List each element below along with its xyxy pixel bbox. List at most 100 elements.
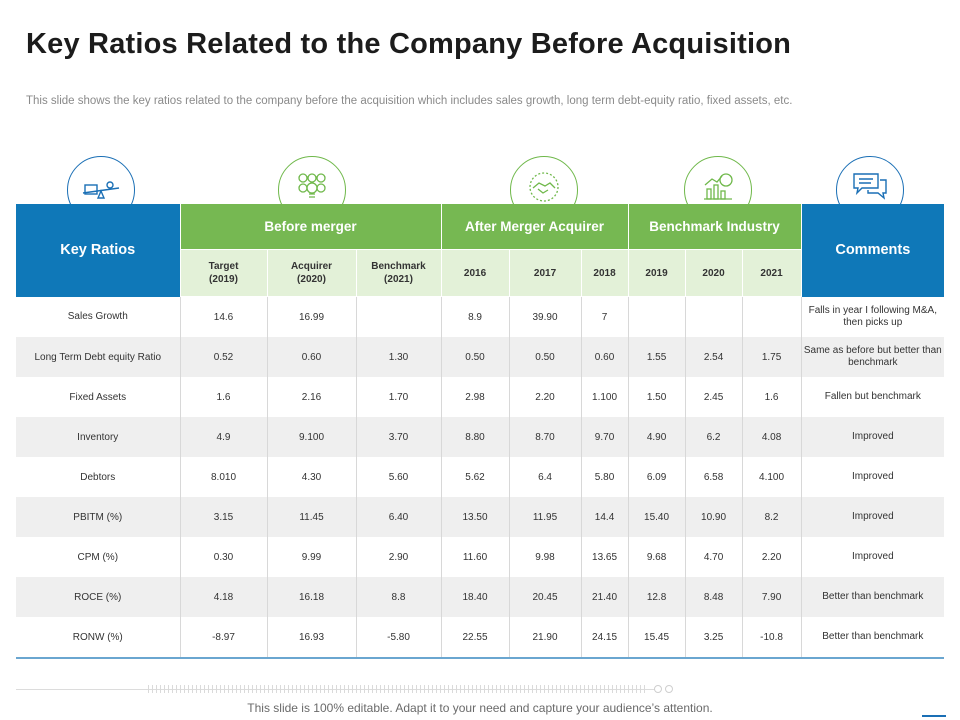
table-row: Debtors 8.010 4.30 5.60 5.62 6.4 5.80 6.09 6.58 4…	[16, 457, 945, 497]
value-cell: 0.50	[441, 337, 510, 377]
key-ratios-header: Key Ratios	[16, 204, 181, 297]
comment-cell: Better than benchmark	[801, 577, 945, 617]
value-cell: 16.99	[267, 296, 357, 337]
ratio-label: Sales Growth	[16, 296, 181, 337]
value-cell: 4.18	[180, 577, 268, 617]
value-cell: 39.90	[509, 296, 582, 337]
value-cell: 7	[581, 296, 629, 337]
page-subtitle: This slide shows the key ratios related …	[26, 95, 793, 107]
value-cell: 0.60	[267, 337, 357, 377]
key-ratios-table: Key Ratios Before merger After Merger Ac…	[16, 204, 945, 659]
value-cell	[628, 296, 686, 337]
value-cell: 8.9	[441, 296, 510, 337]
comment-cell: Fallen but benchmark	[801, 377, 945, 417]
value-cell: 18.40	[441, 577, 510, 617]
value-cell: 15.40	[628, 497, 686, 537]
value-cell: 21.40	[581, 577, 629, 617]
value-cell: 8.2	[742, 497, 802, 537]
subheader-line: 2018	[593, 267, 616, 279]
subheader-line: Target	[208, 261, 239, 272]
value-cell: 5.60	[356, 457, 442, 497]
ratio-label: Long Term Debt equity Ratio	[16, 337, 181, 377]
value-cell: 6.40	[356, 497, 442, 537]
subheader-cell: Benchmark (2021)	[355, 249, 442, 297]
value-cell: 1.50	[628, 377, 686, 417]
value-cell: 9.100	[267, 417, 357, 457]
subheader-cell: Target (2019)	[179, 249, 268, 297]
subheader-cell: 2016	[440, 249, 510, 297]
page-title: Key Ratios Related to the Company Before…	[26, 28, 792, 60]
value-cell: 1.100	[581, 377, 629, 417]
value-cell: 1.6	[742, 377, 802, 417]
ratio-label: Inventory	[16, 417, 181, 457]
table-row: Inventory 4.9 9.100 3.70 8.80 8.70 9.70 4.90 6.2…	[16, 417, 945, 457]
value-cell: -10.8	[742, 617, 802, 659]
comment-cell: Improved	[801, 457, 945, 497]
value-cell: 9.68	[628, 537, 686, 577]
subheader-line: 2021	[760, 267, 783, 279]
subheader-line: 2017	[533, 267, 557, 279]
subheader-line: 2019	[645, 267, 668, 279]
group-header-after-merger: After Merger Acquirer	[440, 204, 629, 250]
value-cell: 9.99	[267, 537, 357, 577]
value-cell: 5.62	[441, 457, 510, 497]
subheader-line: 2020	[702, 267, 725, 279]
ratio-label: ROCE (%)	[16, 577, 181, 617]
value-cell: 14.6	[180, 296, 268, 337]
corner-accent	[922, 715, 946, 717]
value-cell: 4.9	[180, 417, 268, 457]
value-cell: 0.60	[581, 337, 629, 377]
value-cell: 5.80	[581, 457, 629, 497]
value-cell: 2.16	[267, 377, 357, 417]
value-cell: 4.30	[267, 457, 357, 497]
value-cell: 13.50	[441, 497, 510, 537]
group-header-before-merger: Before merger	[179, 204, 442, 250]
value-cell: 9.70	[581, 417, 629, 457]
subheader-cell: 2021	[741, 249, 802, 297]
value-cell: 20.45	[509, 577, 582, 617]
value-cell: 24.15	[581, 617, 629, 659]
value-cell: 6.2	[685, 417, 743, 457]
value-cell: 11.45	[267, 497, 357, 537]
value-cell: 2.90	[356, 537, 442, 577]
value-cell: 2.20	[509, 377, 582, 417]
comment-cell: Same as before but better than benchmark	[801, 337, 945, 377]
value-cell: 16.18	[267, 577, 357, 617]
subheader-cell: 2018	[580, 249, 629, 297]
subheader-cell: Acquirer (2020)	[266, 249, 357, 297]
value-cell	[356, 296, 442, 337]
value-cell: 3.15	[180, 497, 268, 537]
comment-cell: Improved	[801, 537, 945, 577]
footer-ticks	[148, 685, 646, 693]
value-cell: 8.70	[509, 417, 582, 457]
subheader-cell: 2017	[508, 249, 582, 297]
footer-dot	[665, 685, 673, 693]
value-cell	[742, 296, 802, 337]
value-cell: 8.48	[685, 577, 743, 617]
value-cell: 8.80	[441, 417, 510, 457]
value-cell: 0.50	[509, 337, 582, 377]
group-header-benchmark-industry: Benchmark Industry	[627, 204, 802, 250]
value-cell: 1.55	[628, 337, 686, 377]
value-cell: 1.6	[180, 377, 268, 417]
value-cell: 2.20	[742, 537, 802, 577]
subheader-line: (2019)	[209, 274, 238, 285]
subheader-line: (2021)	[384, 274, 413, 285]
comment-cell: Falls in year I following M&A, then pick…	[801, 296, 945, 337]
value-cell: 3.25	[685, 617, 743, 659]
value-cell: 4.90	[628, 417, 686, 457]
subheader-cell: 2020	[684, 249, 743, 297]
table-row: PBITM (%) 3.15 11.45 6.40 13.50 11.95 14.4 15.4…	[16, 497, 945, 537]
value-cell: 6.09	[628, 457, 686, 497]
value-cell: 6.58	[685, 457, 743, 497]
value-cell: 16.93	[267, 617, 357, 659]
value-cell: 14.4	[581, 497, 629, 537]
table-row: RONW (%) -8.97 16.93 -5.80 22.55 21.90 24.15 15…	[16, 617, 945, 659]
ratio-label: PBITM (%)	[16, 497, 181, 537]
table-row: Sales Growth 14.6 16.99 8.9 39.90 7 Falls in y…	[16, 296, 945, 337]
table-row: Long Term Debt equity Ratio 0.52 0.60 1.30 0…	[16, 337, 945, 377]
value-cell: 12.8	[628, 577, 686, 617]
value-cell: 8.010	[180, 457, 268, 497]
value-cell: 1.75	[742, 337, 802, 377]
value-cell: 0.30	[180, 537, 268, 577]
